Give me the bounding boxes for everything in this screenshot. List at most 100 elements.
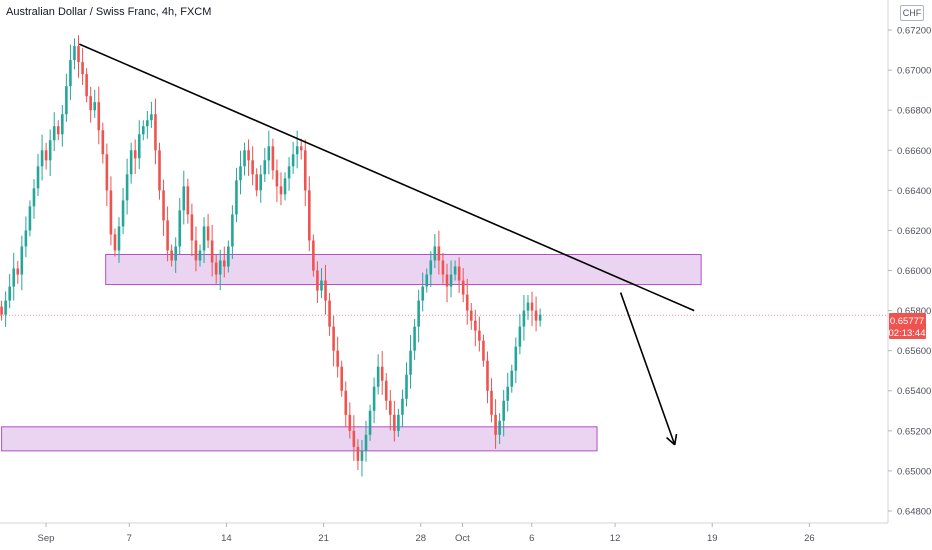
zone-2 bbox=[1, 426, 598, 452]
time-tick-label: 6 bbox=[529, 533, 534, 544]
candle-body bbox=[303, 150, 307, 191]
candle-body bbox=[445, 274, 449, 287]
candle-body bbox=[405, 374, 408, 399]
price-tick-label: 0.66800 bbox=[897, 106, 931, 117]
price-tick-label: 0.66400 bbox=[897, 186, 931, 197]
candle-body bbox=[478, 330, 481, 341]
candle-body bbox=[469, 310, 473, 321]
price-tick-label: 0.65400 bbox=[897, 386, 931, 397]
candle-body bbox=[482, 340, 485, 361]
candle-body bbox=[308, 190, 311, 241]
candle-body bbox=[174, 246, 177, 261]
candle-body bbox=[8, 286, 11, 301]
currency-button[interactable]: CHF bbox=[900, 5, 924, 21]
candle-body bbox=[401, 398, 404, 415]
candle-body bbox=[498, 420, 501, 435]
candle-body bbox=[364, 434, 368, 451]
candle-body bbox=[146, 120, 149, 127]
price-tick-label: 0.67000 bbox=[897, 66, 931, 77]
candle-body bbox=[222, 260, 226, 267]
candle-body bbox=[526, 302, 530, 311]
trendline bbox=[78, 43, 695, 312]
candle-body bbox=[380, 366, 384, 381]
candle-body bbox=[328, 300, 331, 327]
candle-body bbox=[360, 450, 364, 461]
candle-body bbox=[20, 246, 24, 275]
zone-1 bbox=[105, 253, 702, 286]
candle-body bbox=[259, 174, 263, 191]
candle-body bbox=[291, 154, 295, 167]
candle-body bbox=[56, 126, 60, 135]
candle-body bbox=[28, 206, 32, 231]
candle-body bbox=[61, 114, 64, 135]
time-axis[interactable]: Sep 7 14 21 28 Oct 6 12 19 26 bbox=[38, 523, 815, 544]
candle-body bbox=[433, 246, 437, 261]
candle-body bbox=[121, 200, 125, 227]
candle-body bbox=[170, 250, 173, 261]
candle-body bbox=[518, 326, 522, 347]
candle-body bbox=[263, 160, 267, 175]
candle-body bbox=[93, 102, 97, 111]
candle-body bbox=[299, 146, 303, 151]
candle-body bbox=[101, 130, 105, 155]
candle-body bbox=[158, 150, 161, 191]
candle-body bbox=[48, 140, 52, 161]
price-tick-label: 0.65800 bbox=[897, 306, 931, 317]
candle-body bbox=[44, 150, 48, 161]
countdown-text: 02:13:44 bbox=[889, 328, 926, 339]
candle-body bbox=[255, 174, 258, 191]
candle-body bbox=[89, 96, 92, 111]
candle-body bbox=[372, 386, 376, 411]
candle-body bbox=[162, 190, 165, 221]
candle-body bbox=[461, 280, 465, 295]
price-tick-label: 0.65600 bbox=[897, 346, 931, 357]
candle-body bbox=[506, 386, 510, 401]
candle-body bbox=[231, 214, 234, 247]
candle-body bbox=[247, 150, 250, 161]
candle-body bbox=[368, 410, 372, 435]
candle-body bbox=[105, 154, 109, 191]
candle-body bbox=[417, 300, 420, 327]
candle-body bbox=[40, 150, 44, 167]
candle-body bbox=[312, 240, 315, 271]
candle-body bbox=[453, 266, 457, 275]
candle-body bbox=[65, 86, 68, 115]
candle-body bbox=[356, 446, 360, 461]
candle-body bbox=[198, 250, 202, 261]
candle-body bbox=[279, 186, 283, 195]
candle-body bbox=[295, 146, 299, 155]
candle-body bbox=[332, 326, 335, 351]
time-tick-label: 12 bbox=[610, 533, 621, 544]
candle-body bbox=[425, 274, 429, 287]
candle-body bbox=[502, 400, 505, 421]
candle-body bbox=[202, 226, 206, 251]
candle-body bbox=[73, 46, 76, 61]
candle-body bbox=[125, 174, 129, 201]
price-tick-label: 0.66200 bbox=[897, 226, 931, 237]
candle-body bbox=[81, 62, 84, 75]
forecast-arrow-line bbox=[619, 292, 676, 446]
candle-body bbox=[16, 268, 20, 275]
candle-body bbox=[352, 430, 356, 447]
candle-body bbox=[324, 280, 327, 301]
candle-body bbox=[393, 414, 396, 431]
candle-body bbox=[320, 280, 323, 291]
candle-body bbox=[344, 390, 348, 415]
candle-body bbox=[271, 146, 275, 171]
candle-body bbox=[227, 246, 230, 267]
candle-body bbox=[267, 146, 271, 161]
candle-body bbox=[494, 414, 497, 435]
candle-body bbox=[429, 260, 433, 275]
candle-body bbox=[113, 234, 117, 251]
candle-body bbox=[133, 150, 137, 159]
candle-body bbox=[178, 210, 182, 247]
candle-body bbox=[389, 400, 392, 415]
candle-body bbox=[409, 350, 412, 375]
price-axis[interactable]: 0.67200 0.67000 0.66800 0.66600 0.66400 0.662… bbox=[888, 26, 931, 518]
candle-body bbox=[182, 186, 186, 211]
forecast-arrow-head-right bbox=[666, 436, 676, 446]
current-price-text: 0.65777 bbox=[890, 316, 924, 327]
candle-body bbox=[243, 150, 246, 167]
candle-body bbox=[251, 160, 254, 175]
